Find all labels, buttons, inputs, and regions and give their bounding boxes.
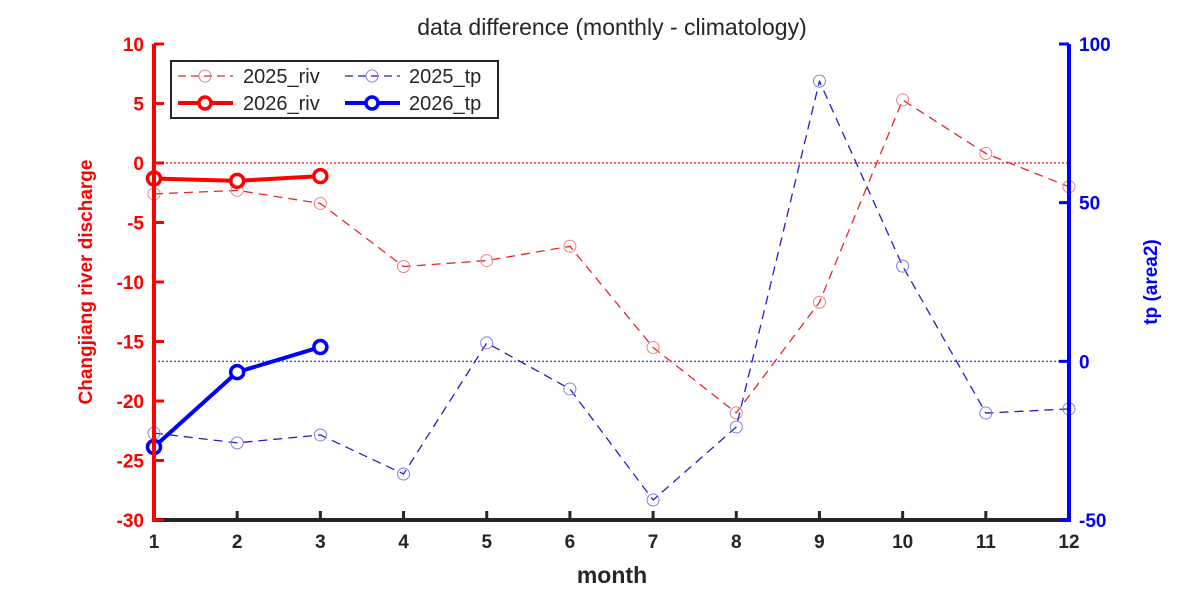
data-point <box>563 239 577 253</box>
data-point <box>729 420 743 434</box>
legend-item-2025-tp: 2025_tp <box>345 66 481 88</box>
x-tick-label: 9 <box>814 532 825 553</box>
x-ticks: 1 2 3 4 5 6 7 8 9 10 11 12 <box>149 511 1080 553</box>
y-tick-label-right: 0 <box>1079 352 1090 373</box>
y-tick-label-left: -5 <box>127 214 144 235</box>
legend-box <box>170 60 499 119</box>
y-axis-label-left: Changjiang river discharge <box>76 160 97 405</box>
legend-label-2026-riv: 2026_riv <box>243 93 320 115</box>
x-tick-label: 5 <box>481 532 492 553</box>
x-axis-label: month <box>577 562 647 588</box>
data-point <box>228 172 246 190</box>
series-2025_riv <box>147 93 1076 420</box>
x-tick-label: 11 <box>976 532 997 553</box>
y-axis-label-right: tp (area2) <box>1141 239 1162 325</box>
x-tick-label: 3 <box>315 532 326 553</box>
series-2026_tp <box>145 338 329 456</box>
left-ticks: 10 5 0 -5 -10 -15 -20 -25 -30 <box>117 35 164 532</box>
data-point <box>979 146 993 160</box>
y-tick-label-right: 100 <box>1079 35 1111 56</box>
legend-item-2026-riv: 2026_riv <box>178 93 320 115</box>
y-tick-label-right: -50 <box>1079 511 1106 532</box>
x-tick-label: 1 <box>149 532 160 553</box>
series-line-2025_tp <box>153 80 1070 501</box>
zero-lines <box>154 162 1069 363</box>
data-point <box>812 295 826 309</box>
data-point <box>563 382 577 396</box>
y-tick-label-left: 0 <box>133 154 144 175</box>
x-tick-label: 12 <box>1058 532 1079 553</box>
y-tick-label-left: -20 <box>117 392 144 413</box>
right-ticks: 100 50 0 -50 <box>1059 35 1111 532</box>
data-point <box>729 406 743 420</box>
data-point <box>646 340 660 354</box>
data-point <box>397 260 411 274</box>
y-tick-label-left: 10 <box>123 35 144 56</box>
data-point <box>979 406 993 420</box>
data-point <box>313 196 327 210</box>
series-2025_tp <box>147 74 1076 507</box>
legend-label-2026-tp: 2026_tp <box>409 93 481 115</box>
data-point <box>896 259 910 273</box>
y-tick-label-left: -10 <box>117 273 144 294</box>
data-point <box>312 338 329 356</box>
data-point <box>397 467 411 481</box>
legend: 2025_riv 2025_tp 2026_riv 2026_tp <box>170 60 499 119</box>
legend-label-2025-riv: 2025_riv <box>243 66 320 88</box>
series-layer <box>145 74 1076 507</box>
y-tick-label-left: 5 <box>133 95 144 116</box>
data-point <box>313 428 327 442</box>
x-tick-label: 6 <box>565 532 576 553</box>
chart-title: data difference (monthly - climatology) <box>417 14 806 40</box>
data-point <box>228 363 246 381</box>
legend-item-2025-riv: 2025_riv <box>178 66 320 88</box>
legend-marker-2026-riv <box>197 95 213 111</box>
legend-marker-2025-tp <box>365 69 379 83</box>
series-2026_riv <box>145 167 329 190</box>
x-tick-label: 8 <box>731 532 742 553</box>
y-tick-label-right: 50 <box>1079 194 1100 215</box>
legend-item-2026-tp: 2026_tp <box>345 93 481 115</box>
x-tick-label: 7 <box>648 532 659 553</box>
y-tick-label-left: -15 <box>117 333 145 354</box>
data-point <box>646 493 660 507</box>
data-point <box>230 436 244 450</box>
y-tick-label-left: -25 <box>117 452 145 473</box>
data-point <box>480 336 494 350</box>
legend-marker-2025-riv <box>198 69 212 83</box>
x-tick-label: 10 <box>892 532 913 553</box>
data-point <box>480 254 494 268</box>
series-line-2025_riv <box>153 99 1070 414</box>
legend-label-2025-tp: 2025_tp <box>409 66 481 88</box>
data-point <box>312 167 329 185</box>
x-tick-label: 2 <box>232 532 243 553</box>
x-tick-label: 4 <box>398 532 409 553</box>
y-tick-label-left: -30 <box>117 511 144 532</box>
legend-marker-2026-tp <box>364 95 380 111</box>
data-point <box>896 93 910 107</box>
data-point <box>812 74 826 88</box>
